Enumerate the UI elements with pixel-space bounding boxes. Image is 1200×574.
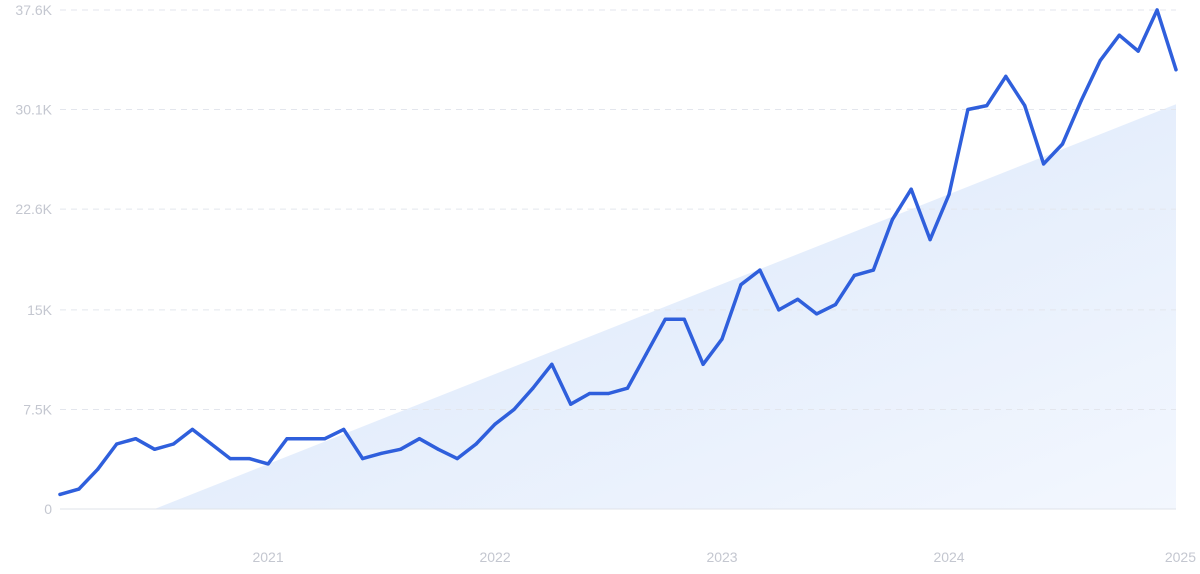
x-axis-tick-labels: 2021 2022 2023 2024 2025 [252,549,1196,565]
data-point [966,107,970,112]
data-point [474,442,478,446]
data-point [455,457,459,461]
data-point [134,437,138,441]
data-point [550,362,554,366]
data-point [493,422,497,426]
data-point [58,492,62,496]
data-point [606,391,611,396]
data-point [531,386,535,390]
data-point [625,386,630,390]
data-point [815,312,819,316]
y-tick-label: 15K [27,302,53,318]
data-point [890,218,894,222]
data-point [512,407,516,412]
trend-area-layer [154,104,1176,509]
x-tick-label: 2022 [479,549,510,565]
data-point [852,273,857,277]
data-point [209,442,213,446]
data-point [342,427,346,431]
data-point [985,104,989,108]
data-point [1098,58,1102,63]
x-tick-label: 2021 [252,549,283,565]
data-point [720,337,724,341]
data-point [796,297,800,301]
data-point [304,437,308,441]
grid-layer [60,9,1176,510]
data-point [361,457,365,461]
data-point [663,317,667,321]
data-point [1079,98,1083,102]
x-tick-label: 2025 [1165,549,1196,565]
data-point [1004,74,1008,78]
y-tick-label: 7.5K [23,401,52,417]
series-layer [58,8,1178,497]
data-point [777,308,781,312]
data-point [398,447,403,451]
data-point [588,391,592,396]
data-point [909,187,913,191]
data-point [77,487,81,491]
data-point [1136,49,1140,53]
data-point [266,462,270,466]
data-point [285,437,289,441]
data-point [1174,68,1178,72]
data-point [190,427,194,431]
data-point [96,467,100,471]
data-point [1060,142,1065,146]
y-tick-label: 0 [44,501,52,517]
data-point [928,238,932,242]
data-point [758,268,762,272]
data-point [228,457,232,461]
data-point [682,317,686,321]
data-point [1155,8,1159,12]
data-point [323,437,327,441]
data-point [436,447,440,451]
data-point [247,457,251,461]
y-tick-label: 22.6K [15,201,52,217]
data-point [380,451,384,455]
data-point [153,447,157,451]
x-tick-label: 2023 [706,549,737,565]
y-tick-label: 30.1K [15,102,52,118]
x-tick-label: 2024 [933,549,964,565]
data-point [871,268,876,272]
data-point [569,402,573,406]
data-point [417,437,421,441]
y-axis-tick-labels: 0 7.5K 15K 22.6K 30.1K 37.6K [15,2,52,517]
series-line [58,8,1178,497]
data-point [833,303,838,307]
data-point [644,352,649,356]
data-point [739,283,743,287]
data-point [115,442,119,446]
data-point [171,442,176,446]
data-point [1042,162,1046,166]
y-tick-label: 37.6K [15,2,52,18]
data-point [1023,104,1027,108]
data-point [701,362,705,366]
data-point [947,192,951,197]
trend-area [154,104,1176,509]
data-point [1117,33,1121,37]
